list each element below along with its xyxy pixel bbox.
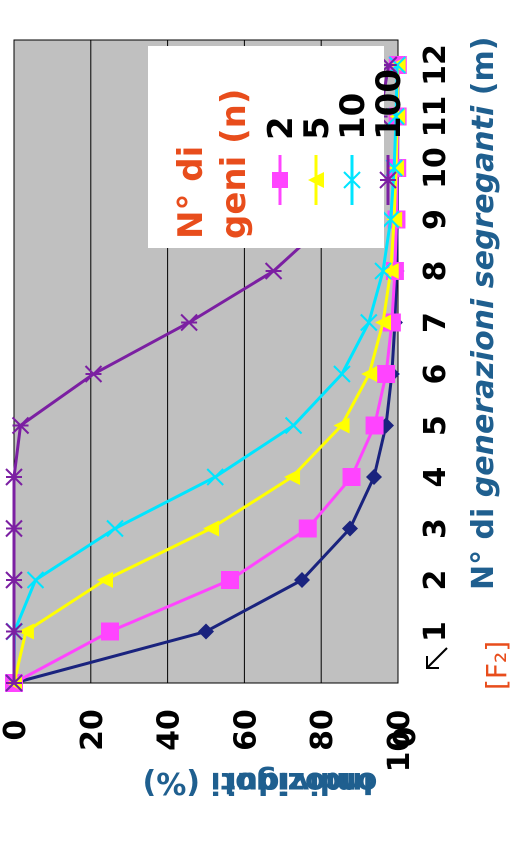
data-point [381,210,400,229]
y-tick-label: 80 [305,709,340,751]
data-point [264,262,283,280]
x-tick-label: 9 [418,209,453,230]
data-point [386,211,403,228]
legend-title-line2: geni (n) [214,89,254,239]
x-tick-label: 0 [388,727,423,748]
data-point [206,468,224,486]
data-point [388,160,405,176]
data-point [333,417,350,434]
data-point [26,571,45,589]
data-point [84,365,103,383]
x-tick-label: 3 [418,518,453,539]
data-point [382,263,399,279]
y-axis-title-line2: omozigoti (%) [143,765,378,800]
x-axis-title-part2: generazioni segreganti [466,105,501,497]
legend-label: 10 [333,93,373,140]
data-point [342,520,358,537]
data-point [387,107,405,126]
data-point [272,172,288,188]
legend-label: 2 [261,116,301,140]
data-point [374,262,392,280]
y-tick-label: 40 [152,709,187,751]
data-point [284,416,303,435]
legend-title-line1: N° di [171,146,211,239]
x-tick-label: 5 [418,415,453,436]
legend-label: 5 [297,116,337,140]
y-axis-title-line1: Individui [226,765,373,800]
legend-entry: 5 [297,116,337,205]
data-point [360,313,378,332]
x-tick-label: 8 [418,261,453,282]
data-point [375,314,392,331]
data-point [342,468,361,486]
data-point [5,571,23,589]
data-point [333,365,351,383]
x-axis-title-part1: N° di [466,497,501,590]
data-point [343,171,361,189]
legend-entry: 2 [261,116,301,205]
data-point [5,674,23,692]
y-tick-label: 100 [382,710,417,773]
x-tick-label: 7 [418,312,453,333]
legend-box [148,46,384,248]
x-tick-label: 4 [418,467,453,488]
legend-entry: 10 [333,93,373,205]
x-tick-label: 11 [418,96,453,138]
data-point [5,622,23,641]
data-point [11,416,30,435]
data-point [101,622,119,641]
data-point [298,519,317,538]
x-tick-label: 2 [418,570,453,591]
data-point [388,56,406,74]
data-point [202,520,219,537]
data-point [106,519,124,538]
x-tick-label: 1 [418,621,453,642]
legend-label: 100 [369,69,409,140]
x-axis-title: N° di generazioni segreganti (m) [466,37,501,590]
data-point [198,623,214,640]
x-tick-label: 12 [418,44,453,86]
data-point [366,469,382,485]
data-point [5,468,23,486]
x-tick-label: 10 [418,147,453,189]
data-point [361,366,378,382]
data-point [284,469,301,485]
y-tick-label: 20 [75,709,110,751]
y-tick-label: 60 [228,709,263,751]
f2-arrow-icon [426,647,448,669]
data-point [221,571,239,589]
data-point [17,623,34,640]
legend-entry: 100 [369,69,409,205]
data-point [294,572,310,588]
data-point [180,313,198,332]
series-layer [5,56,407,692]
y-tick-label: 0 [0,720,33,741]
data-point [377,365,396,383]
data-point [365,416,384,435]
data-point [5,519,23,538]
data-point [97,572,114,588]
x-axis-title-part3: (m) [466,37,501,106]
f2-annotation: [F₂] [480,641,513,690]
data-point [308,172,324,188]
data-point [379,171,397,189]
x-tick-label: 6 [418,364,453,385]
